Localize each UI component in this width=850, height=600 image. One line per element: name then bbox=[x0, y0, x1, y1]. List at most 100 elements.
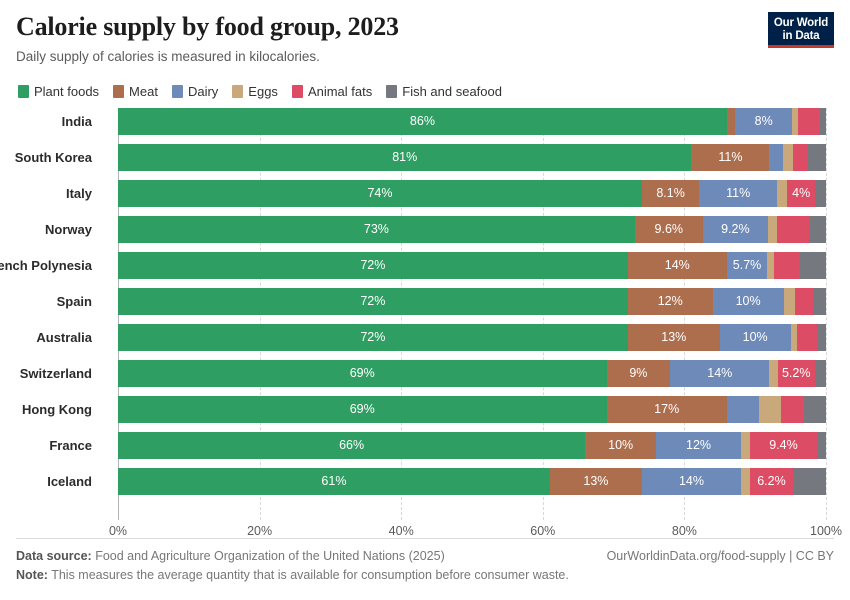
bar-segment-value: 8.1% bbox=[656, 186, 685, 200]
bar-segment-meat[interactable]: 14% bbox=[627, 252, 727, 279]
bar-segment-fish-and-seafood[interactable] bbox=[815, 180, 826, 207]
bar-segment-meat[interactable]: 9% bbox=[606, 360, 671, 387]
bar-segment-fish-and-seafood[interactable] bbox=[813, 288, 826, 315]
bar-segment-eggs[interactable] bbox=[791, 108, 799, 135]
our-world-in-data-logo[interactable]: Our World in Data bbox=[768, 12, 834, 48]
bar-segment-plant-foods[interactable]: 74% bbox=[118, 180, 642, 207]
bar-segment-dairy[interactable] bbox=[726, 396, 760, 423]
bar-segment-eggs[interactable] bbox=[783, 288, 795, 315]
bar-segment-eggs[interactable] bbox=[767, 252, 774, 279]
bar-row[interactable]: India 86% 8% bbox=[62, 108, 826, 135]
bar-segment-animal-fats[interactable] bbox=[773, 252, 801, 279]
bar-segment-dairy[interactable]: 12% bbox=[656, 432, 742, 459]
bar-segment-plant-foods[interactable]: 61% bbox=[118, 468, 550, 495]
bar-row[interactable]: Italy 74% 8.1% 11% 4% bbox=[66, 180, 826, 207]
bar-row[interactable]: Norway 73% 9.6% 9.2% bbox=[45, 216, 826, 243]
bar-segment-meat[interactable]: 8.1% bbox=[641, 180, 700, 207]
bar-segment-value: 4% bbox=[792, 186, 811, 200]
legend-item-dairy[interactable]: Dairy bbox=[171, 84, 218, 99]
bar-segment-value: 73% bbox=[363, 222, 389, 236]
bar-segment-plant-foods[interactable]: 69% bbox=[118, 396, 607, 423]
data-source-text[interactable]: Food and Agriculture Organization of the… bbox=[95, 549, 445, 563]
bar-segment-value: 12% bbox=[686, 438, 712, 452]
bar-segment-eggs[interactable] bbox=[790, 324, 797, 351]
bar-segment-fish-and-seafood[interactable] bbox=[808, 216, 826, 243]
bar-segment-animal-fats[interactable] bbox=[793, 144, 808, 171]
bar-segment-fish-and-seafood[interactable] bbox=[819, 108, 826, 135]
bar-segment-meat[interactable] bbox=[726, 108, 736, 135]
bar-segment-meat[interactable]: 9.6% bbox=[634, 216, 703, 243]
bar-segment-value: 9.2% bbox=[721, 222, 750, 236]
stacked-bar: 81% 11% bbox=[118, 144, 826, 171]
bar-segment-value: 61% bbox=[321, 474, 347, 488]
bar-segment-animal-fats[interactable]: 9.4% bbox=[750, 432, 817, 459]
legend-item-eggs[interactable]: Eggs bbox=[232, 84, 278, 99]
bar-segment-fish-and-seafood[interactable] bbox=[807, 144, 826, 171]
bar-segment-animal-fats[interactable] bbox=[777, 216, 809, 243]
attribution-link[interactable]: OurWorldinData.org/food-supply | CC BY bbox=[606, 549, 834, 563]
bar-segment-plant-foods[interactable]: 72% bbox=[118, 252, 628, 279]
bar-segment-eggs[interactable] bbox=[782, 144, 794, 171]
bar-segment-fish-and-seafood[interactable] bbox=[804, 396, 826, 423]
bar-segment-plant-foods[interactable]: 81% bbox=[118, 144, 692, 171]
bar-segment-dairy[interactable]: 11% bbox=[699, 180, 778, 207]
legend-item-animal-fats[interactable]: Animal fats bbox=[291, 84, 372, 99]
bar-segment-eggs[interactable] bbox=[759, 396, 781, 423]
bar-segment-meat[interactable]: 13% bbox=[549, 468, 642, 495]
bar-segment-eggs[interactable] bbox=[777, 180, 788, 207]
bar-segment-plant-foods[interactable]: 73% bbox=[118, 216, 635, 243]
bar-segment-animal-fats[interactable]: 4% bbox=[787, 180, 816, 207]
bar-segment-dairy[interactable]: 8% bbox=[735, 108, 792, 135]
bar-segment-dairy[interactable]: 14% bbox=[641, 468, 742, 495]
bar-segment-eggs[interactable] bbox=[741, 468, 750, 495]
legend-item-plant-foods[interactable]: Plant foods bbox=[18, 84, 99, 99]
bar-segment-fish-and-seafood[interactable] bbox=[816, 324, 826, 351]
bar-segment-fish-and-seafood[interactable] bbox=[800, 252, 826, 279]
bar-segment-animal-fats[interactable] bbox=[796, 324, 817, 351]
bar-segment-animal-fats[interactable] bbox=[794, 288, 814, 315]
bar-segment-plant-foods[interactable]: 72% bbox=[118, 288, 628, 315]
bar-segment-fish-and-seafood[interactable] bbox=[793, 468, 826, 495]
bar-segment-fish-and-seafood[interactable] bbox=[814, 360, 826, 387]
bar-segment-meat[interactable]: 12% bbox=[627, 288, 713, 315]
row-label-france: France bbox=[49, 438, 92, 453]
bar-row[interactable]: Hong Kong 69% 17% bbox=[22, 396, 826, 423]
legend-item-fish-and-seafood[interactable]: Fish and seafood bbox=[386, 84, 502, 99]
stacked-bar: 69% 9% 14% 5.2% bbox=[118, 360, 826, 387]
bar-segment-dairy[interactable] bbox=[769, 144, 783, 171]
row-label-italy: Italy bbox=[65, 186, 92, 201]
bar-segment-plant-foods[interactable]: 72% bbox=[118, 324, 628, 351]
bar-segment-animal-fats[interactable] bbox=[798, 108, 820, 135]
bar-segment-dairy[interactable]: 9.2% bbox=[702, 216, 768, 243]
bar-segment-meat[interactable]: 10% bbox=[585, 432, 657, 459]
bar-segment-meat[interactable]: 11% bbox=[691, 144, 770, 171]
legend-item-meat[interactable]: Meat bbox=[113, 84, 158, 99]
bar-segment-plant-foods[interactable]: 66% bbox=[118, 432, 586, 459]
bar-segment-meat[interactable]: 13% bbox=[627, 324, 720, 351]
bar-row[interactable]: French Polynesia 72% 14% 5.7% bbox=[0, 252, 826, 279]
page-title: Calorie supply by food group, 2023 bbox=[16, 12, 399, 41]
bar-segment-dairy[interactable]: 5.7% bbox=[726, 252, 768, 279]
bar-row[interactable]: Iceland 61% 13% 14% 6.2% bbox=[47, 468, 826, 495]
bar-segment-animal-fats[interactable]: 5.2% bbox=[777, 360, 815, 387]
bar-segment-plant-foods[interactable]: 86% bbox=[118, 108, 727, 135]
bar-segment-value: 72% bbox=[360, 258, 386, 272]
bar-row[interactable]: France 66% 10% 12% 9.4% bbox=[49, 432, 826, 459]
bar-segment-animal-fats[interactable] bbox=[780, 396, 805, 423]
bar-row[interactable]: Switzerland 69% 9% 14% 5.2% bbox=[20, 360, 826, 387]
bar-segment-animal-fats[interactable]: 6.2% bbox=[749, 468, 794, 495]
bar-segment-eggs[interactable] bbox=[769, 360, 778, 387]
bar-segment-dairy[interactable]: 14% bbox=[670, 360, 770, 387]
x-axis: 0% 20% 40% 60% 80% 100% bbox=[109, 520, 842, 546]
bar-row[interactable]: Spain 72% 12% 10% bbox=[57, 288, 826, 315]
bar-row[interactable]: Australia 72% 13% 10% bbox=[36, 324, 826, 351]
bar-segment-fish-and-seafood[interactable] bbox=[816, 432, 826, 459]
bar-segment-eggs[interactable] bbox=[741, 432, 751, 459]
bar-segment-dairy[interactable]: 10% bbox=[712, 288, 784, 315]
bar-segment-meat[interactable]: 17% bbox=[606, 396, 727, 423]
bar-segment-eggs[interactable] bbox=[767, 216, 778, 243]
bar-segment-dairy[interactable]: 10% bbox=[719, 324, 791, 351]
bar-segment-plant-foods[interactable]: 69% bbox=[118, 360, 607, 387]
bar-row[interactable]: South Korea 81% 11% bbox=[15, 144, 826, 171]
